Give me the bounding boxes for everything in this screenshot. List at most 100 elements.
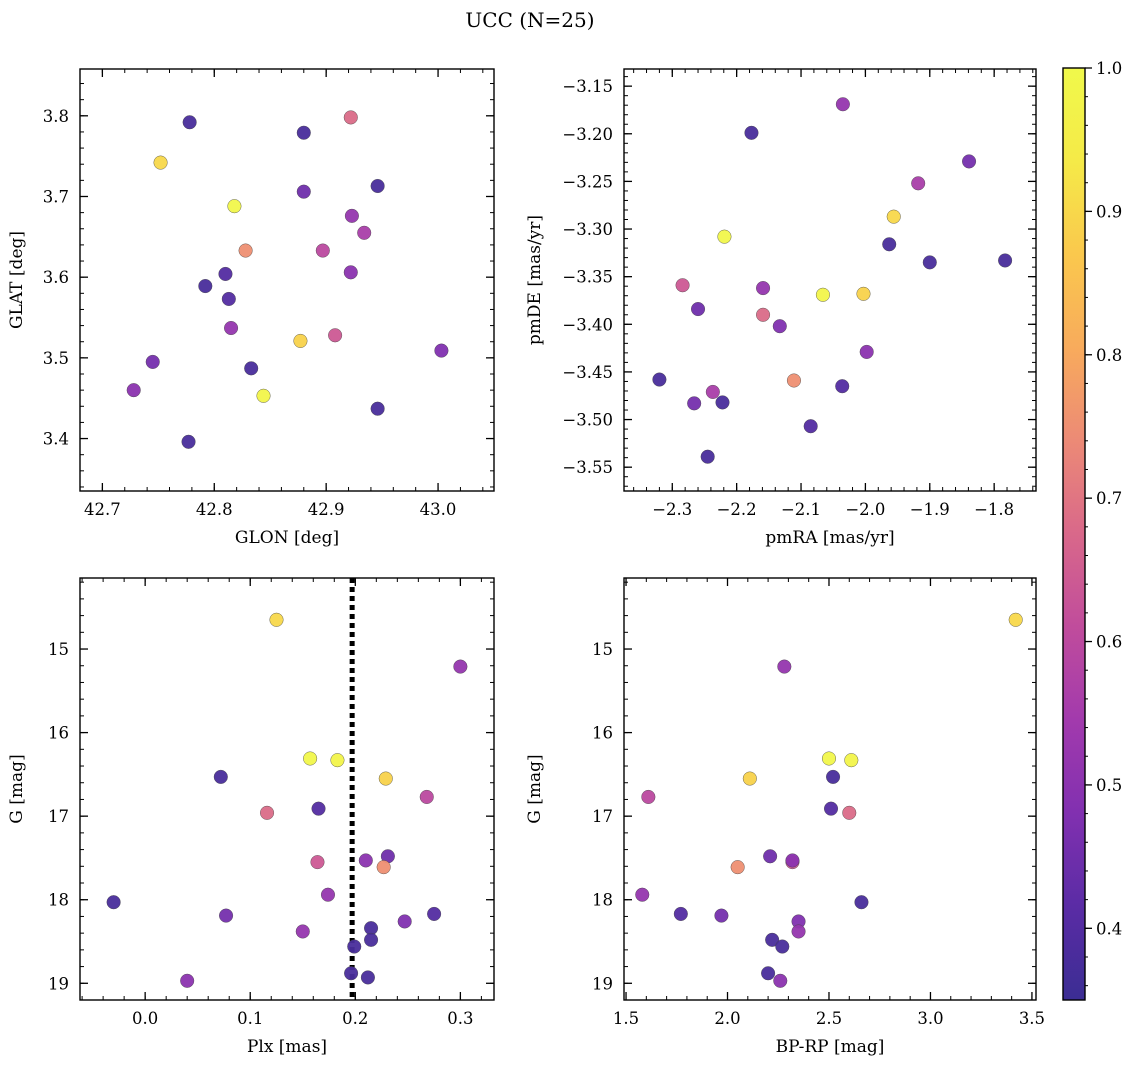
data-point xyxy=(761,966,776,981)
data-point xyxy=(293,333,308,348)
colorbar-tick-label: 0.8 xyxy=(1096,346,1122,365)
x-axis-label: GLON [deg] xyxy=(235,528,339,548)
data-point xyxy=(765,932,780,947)
y-tick-label: −3.15 xyxy=(562,77,613,96)
y-tick-label: 18 xyxy=(48,891,69,910)
data-point xyxy=(145,354,160,369)
x-axis-label: Plx [mas] xyxy=(247,1037,327,1057)
data-point xyxy=(224,321,239,336)
data-point xyxy=(844,753,859,768)
data-point xyxy=(859,344,874,359)
data-point xyxy=(347,939,362,954)
x-tick-label: 43.0 xyxy=(420,500,457,519)
y-tick-label: 15 xyxy=(48,640,69,659)
data-point xyxy=(328,328,343,343)
data-point xyxy=(344,208,359,223)
y-tick-label: −3.55 xyxy=(562,458,613,477)
data-point xyxy=(756,281,771,296)
data-point xyxy=(370,401,385,416)
y-tick-label: 19 xyxy=(592,974,613,993)
x-tick-label: 2.5 xyxy=(816,1009,842,1028)
colorbar-tick-label: 0.6 xyxy=(1096,633,1122,652)
data-point xyxy=(773,973,788,988)
data-point xyxy=(256,388,271,403)
data-point xyxy=(296,184,311,199)
data-point xyxy=(419,789,434,804)
data-point xyxy=(815,287,830,302)
panel-3: 0.0 0.1 0.2 0.3 15 16 17 18 19 Plx [mas] G [mag] xyxy=(7,577,495,1057)
axes-frame xyxy=(79,68,495,492)
data-point xyxy=(364,932,379,947)
data-point xyxy=(886,209,901,224)
y-tick-label: −3.35 xyxy=(562,268,613,287)
x-axis-label: BP-RP [mag] xyxy=(776,1037,885,1057)
data-point xyxy=(181,434,196,449)
x-tick-label: −1.8 xyxy=(974,500,1014,519)
y-axis-label: G [mag] xyxy=(525,754,545,823)
y-tick-label: −3.30 xyxy=(562,220,613,239)
y-tick-label: 17 xyxy=(592,807,613,826)
panel-2: −2.3 −2.2 −2.1 −2.0 −1.9 −1.8 −3.55 −3.50 −3.45 −… xyxy=(525,68,1037,548)
x-tick-label: 2.0 xyxy=(714,1009,740,1028)
colorbar: 0.4 0.5 0.6 0.7 0.8 0.9 1.0 xyxy=(1062,59,1122,1001)
x-tick-label: 1.5 xyxy=(613,1009,639,1028)
data-point xyxy=(311,801,326,816)
data-point xyxy=(370,178,385,193)
x-tick-label: −1.9 xyxy=(910,500,950,519)
y-tick-label: 16 xyxy=(592,724,613,743)
data-point xyxy=(717,229,732,244)
data-point xyxy=(126,383,141,398)
colorbar-tick-label: 0.7 xyxy=(1096,489,1122,508)
data-point xyxy=(343,265,358,280)
x-tick-label: 42.8 xyxy=(196,500,233,519)
data-point xyxy=(296,125,311,140)
data-point xyxy=(357,225,372,240)
data-point xyxy=(842,805,857,820)
data-point xyxy=(343,110,358,125)
data-point xyxy=(714,908,729,923)
data-point xyxy=(675,278,690,293)
data-point xyxy=(358,853,373,868)
data-point xyxy=(227,199,242,214)
y-tick-label: −3.40 xyxy=(562,315,613,334)
panel-1: 42.7 42.8 42.9 43.0 3.4 3.5 3.6 3.7 3.8 GLON [deg… xyxy=(7,68,495,548)
data-point xyxy=(882,237,897,252)
y-tick-label: −3.25 xyxy=(562,172,613,191)
y-tick-label: 3.6 xyxy=(43,268,69,287)
data-point xyxy=(153,155,168,170)
data-point xyxy=(303,751,318,766)
data-point xyxy=(652,372,667,387)
data-point xyxy=(397,914,412,929)
data-point xyxy=(786,373,801,388)
y-tick-label: −3.50 xyxy=(562,411,613,430)
data-point xyxy=(744,125,759,140)
panel-4: 1.5 2.0 2.5 3.0 3.5 15 16 17 18 19 BP-RP [mag] G [m… xyxy=(525,577,1045,1057)
data-point xyxy=(756,307,771,322)
data-point xyxy=(673,906,688,921)
data-point xyxy=(180,973,195,988)
y-axis-label: pmDE [mas/yr] xyxy=(525,215,545,345)
colorbar-gradient xyxy=(1062,67,1086,1001)
y-tick-label: 3.8 xyxy=(43,107,69,126)
data-point xyxy=(238,243,253,258)
data-point xyxy=(962,154,977,169)
y-axis-label: GLAT [deg] xyxy=(7,231,27,329)
data-point xyxy=(824,801,839,816)
data-point xyxy=(826,769,841,784)
data-point xyxy=(320,887,335,902)
data-point xyxy=(221,291,236,306)
x-tick-label: 42.7 xyxy=(84,500,121,519)
data-point xyxy=(835,379,850,394)
data-point xyxy=(106,895,121,910)
y-tick-label: −3.45 xyxy=(562,363,613,382)
data-point xyxy=(742,771,757,786)
data-point xyxy=(705,384,720,399)
x-tick-label: 0.3 xyxy=(447,1009,473,1028)
y-tick-label: 3.4 xyxy=(43,430,69,449)
data-point xyxy=(198,279,213,294)
y-tick-label: 18 xyxy=(592,891,613,910)
data-point xyxy=(244,361,259,376)
x-tick-label: −2.1 xyxy=(781,500,821,519)
y-tick-label: 17 xyxy=(48,807,69,826)
